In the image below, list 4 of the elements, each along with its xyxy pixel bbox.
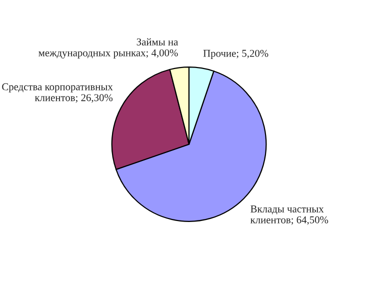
slice-label: Средства корпоративных клиентов; 26,30% — [2, 83, 113, 103]
slice-label: Вклады частных клиентов; 64,50% — [250, 206, 328, 225]
slice-label: Прочие; 5,20% — [203, 50, 268, 59]
slice-label: Займы на международных рынках; 4,00% — [38, 38, 178, 58]
